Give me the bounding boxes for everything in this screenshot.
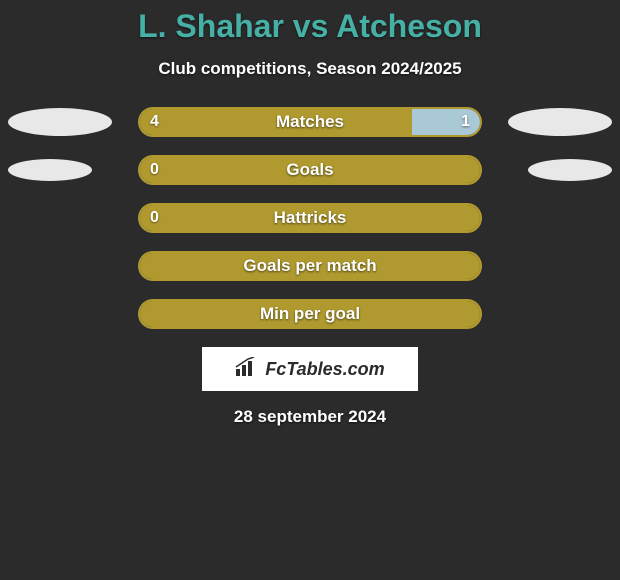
stat-label: Hattricks — [140, 208, 480, 228]
logo-text: FcTables.com — [265, 359, 384, 380]
page-subtitle: Club competitions, Season 2024/2025 — [0, 59, 620, 79]
player-right-marker — [508, 108, 612, 136]
stat-rows: Matches41Goals0Hattricks0Goals per match… — [0, 107, 620, 329]
stat-bar: Hattricks0 — [138, 203, 482, 233]
stat-value-right: 1 — [461, 113, 470, 131]
stat-row: Min per goal — [0, 299, 620, 329]
player-left-marker — [8, 108, 112, 136]
stat-row: Goals per match — [0, 251, 620, 281]
date-label: 28 september 2024 — [0, 407, 620, 427]
page-title: L. Shahar vs Atcheson — [0, 8, 620, 45]
bar-chart-icon — [235, 357, 259, 382]
stat-bar: Goals per match — [138, 251, 482, 281]
stat-label: Matches — [140, 112, 480, 132]
player-left-marker — [8, 159, 92, 181]
stat-bar: Goals0 — [138, 155, 482, 185]
stat-label: Goals — [140, 160, 480, 180]
stat-row: Hattricks0 — [0, 203, 620, 233]
stat-bar: Matches4 1 — [138, 107, 482, 137]
stat-value-left: 0 — [150, 161, 159, 179]
stat-row: Goals0 — [0, 155, 620, 185]
comparison-infographic: L. Shahar vs Atcheson Club competitions,… — [0, 0, 620, 427]
stat-row: Matches4 1 — [0, 107, 620, 137]
stat-value-left: 4 — [150, 113, 159, 131]
stat-bar: Min per goal — [138, 299, 482, 329]
stat-value-left: 0 — [150, 209, 159, 227]
stat-label: Goals per match — [140, 256, 480, 276]
stat-label: Min per goal — [140, 304, 480, 324]
logo-box: FcTables.com — [202, 347, 418, 391]
player-right-marker — [528, 159, 612, 181]
